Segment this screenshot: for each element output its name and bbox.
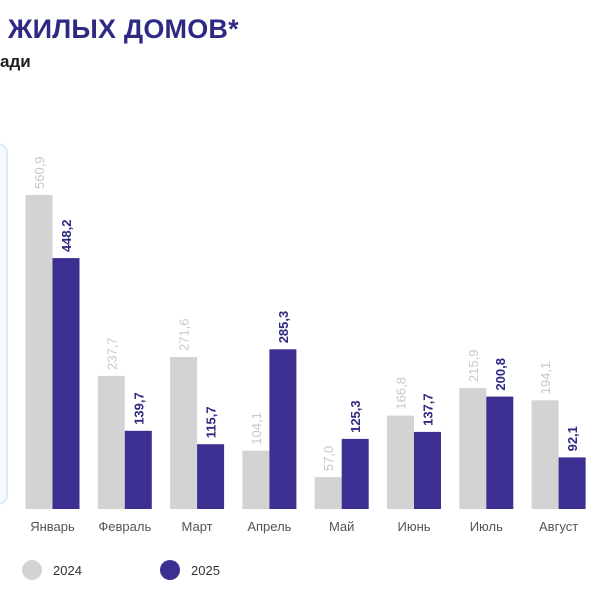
x-tick-label-8: Август: [539, 519, 578, 534]
bar-2025-4: [269, 349, 297, 509]
bar-2024-6: [387, 415, 414, 509]
bar-2025-5: [341, 438, 369, 509]
x-tick-label-6: Июнь: [397, 519, 430, 534]
bar-2025-3: [197, 444, 225, 509]
data-label-2024-6: 166,8: [394, 377, 409, 410]
x-tick-label-5: Май: [329, 519, 354, 534]
chart-title: ЖИЛЫХ ДОМОВ*: [8, 14, 239, 44]
bar-2024-7: [459, 388, 487, 509]
data-label-2025-5: 125,3: [348, 400, 363, 433]
data-label-2025-6: 137,7: [421, 393, 436, 426]
x-tick-label-2: Февраль: [98, 519, 151, 534]
legend-label-2025: 2025: [191, 562, 220, 578]
data-label-2025-8: 92,1: [565, 426, 580, 451]
bar-2024-8: [531, 400, 559, 509]
legend-swatch-2025: [160, 560, 180, 580]
bar-2024-1: [25, 195, 53, 509]
bar-2025-6: [414, 431, 441, 509]
data-label-2025-1: 448,2: [59, 220, 74, 253]
data-label-2024-5: 57,0: [321, 446, 336, 471]
bar-2025-1: [52, 258, 80, 509]
data-label-2025-2: 139,7: [131, 392, 146, 425]
bar-2024-5: [314, 477, 342, 509]
data-label-2025-3: 115,7: [204, 406, 219, 438]
x-tick-label-1: Январь: [30, 519, 75, 534]
x-tick-label-3: Март: [182, 519, 213, 534]
legend-swatch-2024: [22, 560, 42, 580]
chart-subtitle: ади: [0, 52, 31, 71]
bar-2024-3: [170, 357, 198, 509]
legend-item-2025: 2025: [160, 560, 220, 580]
bar-2024-4: [242, 450, 270, 509]
data-label-2024-4: 104,1: [249, 412, 264, 445]
x-tick-label-7: Июль: [470, 519, 503, 534]
data-label-2024-2: 237,7: [104, 337, 119, 370]
bar-2025-8: [558, 457, 586, 509]
bar-2025-7: [486, 396, 514, 509]
data-label-2024-8: 194,1: [538, 362, 553, 395]
data-label-2025-7: 200,8: [493, 358, 508, 391]
legend-item-2024: 2024: [22, 560, 82, 580]
bar-2024-2: [97, 375, 125, 509]
x-tick-label-4: Апрель: [247, 519, 291, 534]
data-label-2024-3: 271,6: [177, 318, 192, 351]
data-label-2025-4: 285,3: [276, 311, 291, 344]
data-label-2024-1: 560,9: [32, 156, 47, 189]
legend-label-2024: 2024: [53, 562, 82, 578]
data-label-2024-7: 215,9: [466, 350, 481, 383]
bar-2025-2: [124, 430, 152, 509]
